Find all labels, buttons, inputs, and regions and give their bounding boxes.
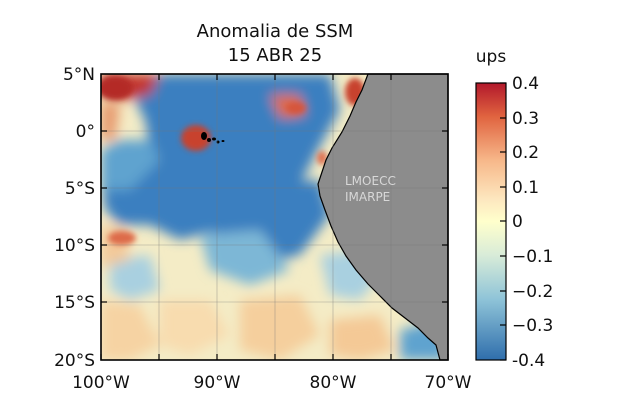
lon-label-100w: 100°W xyxy=(72,373,130,393)
lon-label-70w: 70°W xyxy=(425,373,472,393)
land-south-america xyxy=(317,73,449,361)
lat-label-15s: 15°S xyxy=(54,293,95,313)
watermark-line2: IMARPE xyxy=(345,190,390,204)
map-title: Anomalia de SSM xyxy=(196,21,354,42)
colorbar-tick-7: −0.3 xyxy=(512,316,553,336)
lat-label-5n: 5°N xyxy=(63,65,95,85)
lat-label-20s: 20°S xyxy=(54,351,95,371)
colorbar-tick-1: 0.3 xyxy=(512,109,539,129)
galapagos-islands xyxy=(201,132,225,144)
colorbar-tick-8: -0.4 xyxy=(512,351,545,371)
lat-label-10s: 10°S xyxy=(54,236,95,256)
map-date: 15 ABR 25 xyxy=(227,45,323,66)
colorbar-tick-3: 0.1 xyxy=(512,178,539,198)
lon-label-90w: 90°W xyxy=(194,373,241,393)
lon-label-80w: 80°W xyxy=(310,373,357,393)
watermark-line1: LMOECC xyxy=(345,174,396,188)
colorbar-unit: ups xyxy=(476,47,507,67)
colorbar-tick-0: 0.4 xyxy=(512,74,539,94)
lat-label-5s: 5°S xyxy=(65,179,95,199)
lat-label-0: 0° xyxy=(76,122,95,142)
colorbar-tick-6: −0.2 xyxy=(512,282,553,302)
colorbar-tick-5: −0.1 xyxy=(512,247,553,267)
colorbar-tick-4: 0 xyxy=(512,212,523,232)
grid-lines xyxy=(101,74,448,360)
colorbar-tick-2: 0.2 xyxy=(512,143,539,163)
